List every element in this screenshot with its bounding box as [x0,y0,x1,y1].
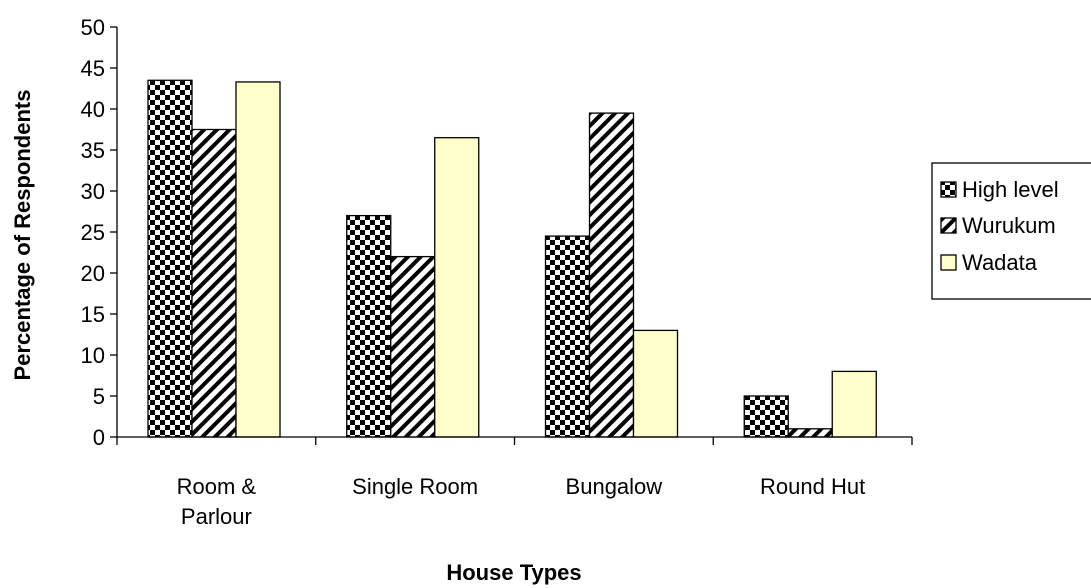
x-tick-label: Single Room [352,474,478,499]
y-tick-label: 5 [93,384,105,409]
y-tick-label: 0 [93,425,105,450]
y-tick-label: 40 [81,97,105,122]
bar-wurukum-0 [191,128,237,438]
legend-swatch-wurukum [940,217,957,234]
legend-box [931,162,1091,300]
legend-label-high-level: High level [962,177,1059,202]
legend-label-wurukum: Wurukum [962,213,1056,238]
y-tick-label: 25 [81,220,105,245]
bar-high-level-2 [544,235,591,438]
y-tick-label: 15 [81,302,105,327]
axes-layer [110,26,913,445]
bar-wurukum-3 [787,428,833,438]
legend-swatch-high-level [940,181,957,198]
bar-wadata-1 [434,137,480,438]
labels-layer: 0 5 10 15 20 25 30 35 40 45 50 Room & Parlour Single … [10,15,865,585]
y-tick-label: 30 [81,179,105,204]
x-tick-label: Room & Parlour [177,474,257,529]
x-axis-title: House Types [446,560,581,585]
x-tick-label: Round Hut [760,474,865,499]
y-tick-label: 35 [81,138,105,163]
y-axis-title: Percentage of Respondents [10,90,35,381]
bar-wurukum-2 [588,112,635,438]
bar-high-level-3 [743,395,789,438]
bar-wurukum-1 [390,255,436,438]
y-tick-label: 50 [81,15,105,40]
x-tick-label: Bungalow [566,474,663,499]
y-tick-label: 10 [81,343,105,368]
y-tick-label: 20 [81,261,105,286]
legend-swatch-wadata [940,254,957,271]
bar-high-level-0 [147,79,193,438]
legend: High level Wurukum Wadata [931,162,1091,300]
bar-wadata-0 [235,81,281,438]
bar-high-level-1 [346,214,392,438]
legend-label-wadata: Wadata [962,250,1038,275]
y-tick-label: 45 [81,56,105,81]
bar-wadata-2 [632,329,679,438]
bar-wadata-3 [831,370,877,438]
bars-layer [147,79,877,438]
